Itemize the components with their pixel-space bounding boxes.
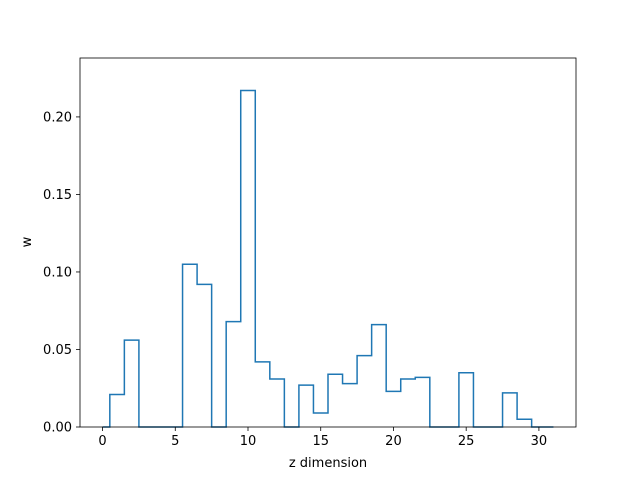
x-tick-label: 30 — [531, 434, 548, 449]
y-tick-label: 0.00 — [43, 421, 72, 436]
x-axis-label: z dimension — [289, 456, 367, 471]
y-tick-label: 0.10 — [43, 265, 72, 280]
x-tick-label: 5 — [171, 434, 179, 449]
plot-area — [79, 57, 577, 428]
x-tick-label: 25 — [458, 434, 475, 449]
y-tick-label: 0.15 — [43, 188, 72, 203]
axes-frame — [79, 57, 577, 428]
x-tick-label: 15 — [312, 434, 329, 449]
y-axis: 0.00 0.05 0.10 0.15 0.20 — [43, 110, 80, 436]
series-step-line — [102, 89, 554, 428]
y-axis-label: w — [20, 236, 35, 247]
y-tick-label: 0.05 — [43, 343, 72, 358]
x-tick-label: 20 — [385, 434, 402, 449]
y-tick-label: 0.20 — [43, 110, 72, 125]
x-tick-label: 0 — [98, 434, 106, 449]
x-axis: 0 5 10 15 20 25 30 — [98, 427, 547, 449]
x-tick-label: 10 — [240, 434, 257, 449]
